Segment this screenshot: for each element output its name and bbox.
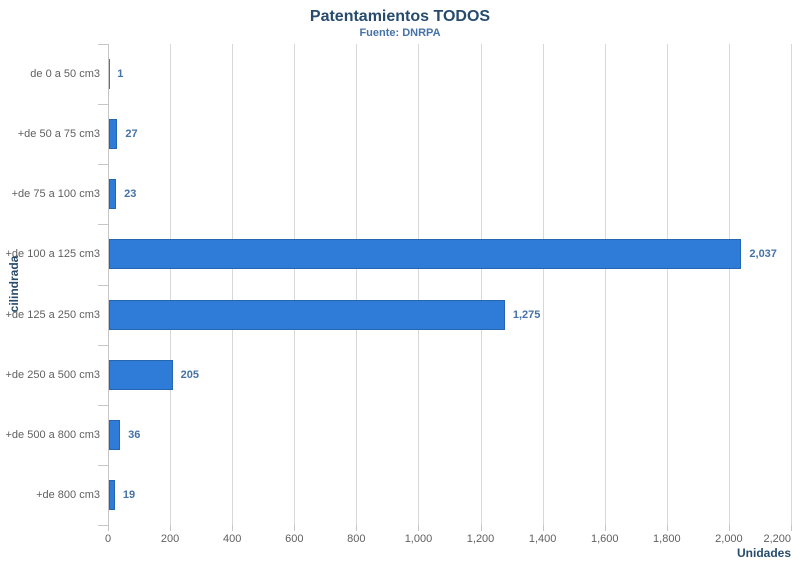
value-tick-label: 200 (160, 533, 180, 545)
value-tick (170, 525, 172, 531)
bar-value-label: 23 (124, 188, 137, 201)
gridline (604, 44, 606, 525)
value-tick (666, 525, 668, 531)
category-label: +de 75 a 100 cm3 (11, 188, 100, 201)
bar[interactable] (109, 359, 173, 390)
category-axis-line (108, 44, 109, 531)
value-tick-label: 1,200 (466, 533, 495, 545)
bar-value-label: 205 (180, 368, 199, 381)
value-tick (791, 525, 792, 531)
category-tick (98, 224, 108, 226)
value-tick (356, 525, 358, 531)
value-tick-label: 2,000 (715, 533, 743, 545)
category-label: +de 50 a 75 cm3 (17, 128, 100, 141)
category-label: de 0 a 50 cm3 (30, 68, 100, 81)
gridline (666, 44, 668, 525)
category-label: +de 500 a 800 cm3 (5, 428, 101, 441)
value-tick (604, 525, 606, 531)
gridline (170, 44, 172, 525)
category-label: +de 250 a 500 cm3 (5, 368, 101, 381)
value-tick (294, 525, 296, 531)
value-tick-label: 1,000 (404, 533, 433, 545)
bar[interactable] (109, 119, 118, 150)
value-tick-label: 400 (222, 533, 242, 545)
category-tick (98, 344, 108, 346)
bar-value-label: 1,275 (512, 308, 541, 321)
category-tick (98, 284, 108, 286)
value-tick-label: 2,200 (763, 533, 791, 545)
category-label: +de 125 a 250 cm3 (5, 308, 101, 321)
value-tick-label: 1,800 (653, 533, 681, 545)
bar[interactable] (109, 239, 742, 270)
value-tick-label: 800 (347, 533, 366, 545)
value-tick (480, 525, 482, 531)
bar[interactable] (109, 299, 505, 330)
bar-value-label: 2,037 (749, 248, 777, 261)
category-tick (98, 164, 108, 166)
category-tick (98, 525, 108, 526)
gridline (791, 44, 792, 525)
gridline (542, 44, 544, 525)
category-tick (98, 104, 108, 106)
bar-value-label: 27 (125, 128, 138, 141)
category-tick (98, 404, 108, 406)
value-tick-label: 1,400 (528, 533, 557, 545)
bar[interactable] (109, 59, 110, 90)
y-axis-title: cilindrada (7, 255, 21, 313)
gridline (232, 44, 234, 525)
gridline (728, 44, 730, 525)
bar[interactable] (109, 179, 117, 210)
value-tick-label: 600 (285, 533, 304, 545)
bar-value-label: 1 (117, 68, 124, 81)
chart-subtitle: Fuente: DNRPA (359, 27, 441, 39)
bar-value-label: 36 (128, 428, 141, 441)
value-tick (728, 525, 730, 531)
category-tick (98, 464, 108, 466)
x-axis-title: Unidades (736, 546, 791, 560)
value-tick (418, 525, 420, 531)
value-tick-label: 1,600 (590, 533, 619, 545)
category-label: +de 100 a 125 cm3 (5, 248, 101, 261)
gridline (294, 44, 296, 525)
gridline (480, 44, 482, 525)
category-label: +de 800 cm3 (36, 488, 100, 501)
value-tick (542, 525, 544, 531)
bar-value-label: 19 (122, 488, 136, 501)
gridline (356, 44, 358, 525)
value-tick (232, 525, 234, 531)
value-tick-label: 0 (104, 533, 112, 545)
category-tick (98, 44, 108, 45)
plot-area (108, 44, 791, 525)
gridline (418, 44, 420, 525)
chart-title: Patentamientos TODOS (309, 8, 491, 25)
bar[interactable] (109, 419, 121, 450)
bar[interactable] (109, 479, 115, 510)
